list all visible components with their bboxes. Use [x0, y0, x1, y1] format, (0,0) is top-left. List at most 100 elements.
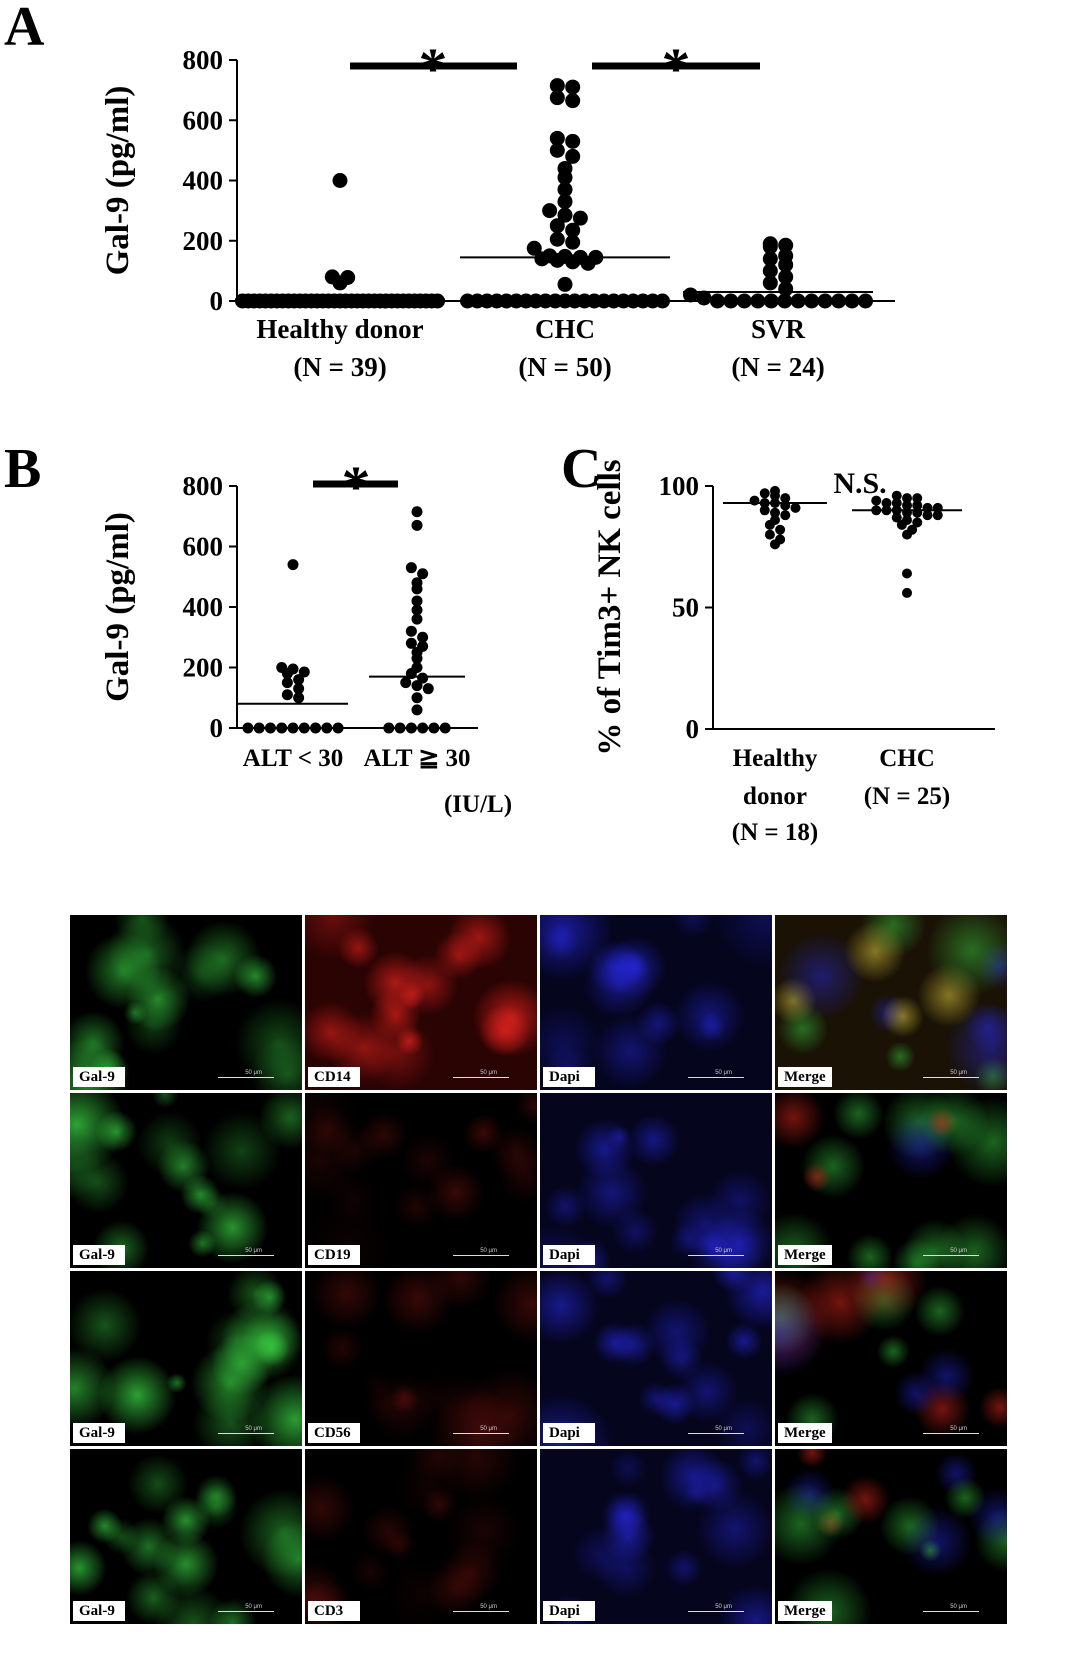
data-point — [405, 562, 417, 574]
y-axis-label: % of Tim3+ NK cells — [592, 459, 628, 755]
data-point — [891, 498, 902, 509]
micrograph-label: CD19 — [308, 1245, 360, 1265]
data-point — [549, 142, 565, 158]
data-point — [549, 78, 565, 94]
micrograph-panel: Dapi 50 μm — [540, 1449, 772, 1624]
data-point — [750, 293, 766, 309]
data-point — [896, 519, 907, 530]
data-point — [891, 512, 902, 523]
micrograph-panel: Dapi 50 μm — [540, 1271, 772, 1446]
data-point — [281, 668, 293, 680]
y-tick-label: 800 — [183, 45, 224, 75]
data-point — [778, 237, 794, 253]
data-point — [405, 625, 417, 637]
micrograph-label: Gal-9 — [73, 1245, 125, 1265]
micrograph-label: CD3 — [308, 1601, 360, 1621]
chart-b: 0 200 400 600 800 Gal-9 (pg/ml) ALT < 30 ALT ≧ … — [100, 454, 512, 818]
y-axis-label: Gal-9 (pg/ml) — [100, 86, 136, 276]
data-point — [831, 293, 847, 309]
data-point — [298, 666, 310, 678]
scale-bar — [218, 1611, 274, 1612]
scale-bar — [218, 1077, 274, 1078]
y-tick-label: 100 — [659, 471, 700, 501]
data-point — [430, 293, 445, 309]
y-tick-label: 0 — [210, 713, 224, 743]
category-n-label: (N = 18) — [732, 819, 818, 846]
data-point — [777, 293, 793, 309]
chart-a: 0 200 400 600 800 Gal-9 (pg/ml) Healthy donor (… — [100, 36, 895, 382]
scale-bar-label: 50 μm — [950, 1604, 967, 1610]
y-axis-label: Gal-9 (pg/ml) — [100, 512, 136, 702]
chart-c: 0 50 100 % of Tim3+ NK cells Healthy donor (N … — [592, 459, 995, 846]
micrograph-panel: Merge 50 μm — [775, 1449, 1007, 1624]
data-point — [759, 488, 770, 499]
micrograph-label: Dapi — [543, 1245, 595, 1265]
scale-bar — [923, 1611, 979, 1612]
micrograph-panel: Gal-9 50 μm — [70, 1271, 302, 1446]
data-point — [804, 293, 820, 309]
data-point — [411, 583, 423, 595]
micrograph-image — [540, 915, 772, 1090]
micrograph-image — [70, 915, 302, 1090]
data-point — [549, 252, 565, 268]
micrograph-panel: Merge 50 μm — [775, 915, 1007, 1090]
micrograph-image — [305, 915, 537, 1090]
micrograph-image — [305, 1271, 537, 1446]
scale-bar-label: 50 μm — [245, 1248, 262, 1254]
significance-star: * — [419, 36, 448, 101]
significance-label: N.S. — [833, 467, 886, 500]
scale-bar — [218, 1433, 274, 1434]
data-point — [526, 240, 542, 256]
data-point — [778, 257, 794, 273]
data-point — [400, 677, 412, 689]
micrograph-image — [70, 1093, 302, 1268]
data-point — [293, 674, 305, 686]
micrograph-image — [775, 1093, 1007, 1268]
y-tick-label: 0 — [686, 714, 700, 744]
data-point — [770, 539, 780, 550]
scale-bar-label: 50 μm — [480, 1248, 497, 1254]
data-point — [310, 722, 322, 734]
data-point — [557, 169, 573, 185]
data-point — [817, 293, 833, 309]
micrograph-panel: CD3 50 μm — [305, 1449, 537, 1624]
data-point — [332, 173, 348, 188]
panel-letter-c: C — [561, 438, 601, 500]
data-point — [902, 568, 912, 579]
micrograph-image — [70, 1449, 302, 1624]
data-point — [557, 276, 573, 292]
category-label: donor — [743, 783, 807, 810]
data-point — [549, 218, 565, 234]
scale-bar — [923, 1077, 979, 1078]
data-point — [912, 517, 923, 528]
scale-bar — [688, 1077, 744, 1078]
data-point — [790, 293, 806, 309]
micrograph-label: Merge — [778, 1067, 832, 1087]
data-point — [542, 203, 558, 219]
micrograph-image — [305, 1093, 537, 1268]
category-label: CHC — [535, 314, 595, 344]
data-point — [405, 722, 417, 734]
y-tick-label: 50 — [672, 593, 699, 623]
data-point — [332, 275, 348, 291]
micrograph-label: CD14 — [308, 1067, 360, 1087]
data-point — [858, 293, 873, 309]
data-point — [411, 680, 423, 692]
scale-bar-label: 50 μm — [480, 1426, 497, 1432]
data-point — [565, 222, 581, 238]
data-point — [332, 722, 344, 734]
data-point — [762, 275, 778, 291]
micrograph-label: Merge — [778, 1423, 832, 1443]
category-label: Healthy — [733, 745, 818, 772]
y-tick-label: 400 — [183, 166, 224, 196]
scale-bar-label: 50 μm — [245, 1604, 262, 1610]
data-point — [932, 510, 943, 521]
scale-bar-label: 50 μm — [245, 1426, 262, 1432]
category-label: ALT < 30 — [243, 745, 343, 772]
y-tick-label: 600 — [183, 532, 224, 562]
micrograph-grid: Gal-9 50 μm CD14 50 μm Dapi 50 μm Merge 50 μm Ga… — [70, 915, 1070, 1679]
micrograph-image — [775, 1449, 1007, 1624]
data-point — [723, 293, 739, 309]
y-tick-label: 200 — [183, 653, 224, 683]
data-point — [411, 506, 423, 518]
